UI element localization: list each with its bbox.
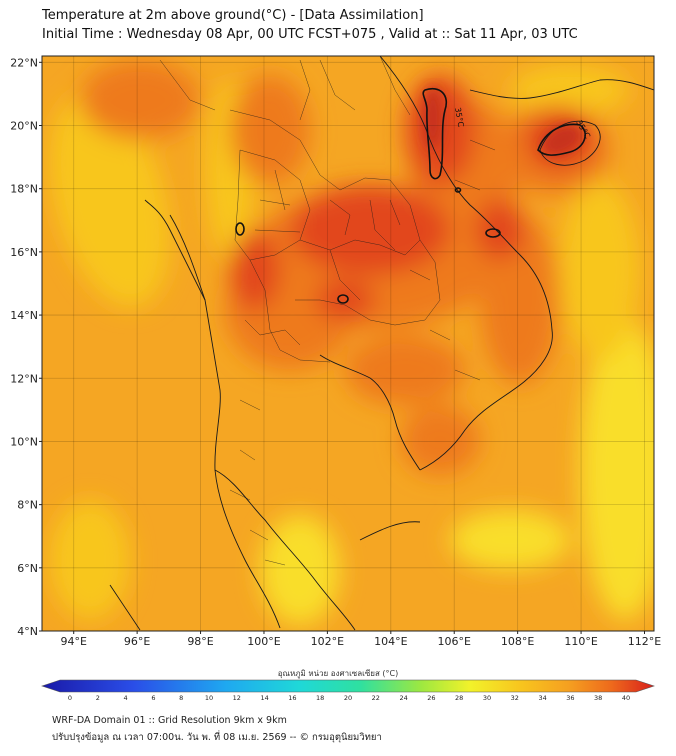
colorbar-tick-label: 12 xyxy=(233,694,241,702)
colorbar-tick-label: 34 xyxy=(538,694,546,702)
colorbar: 0 2 4 6 8 10 12 14 16 18 20 22 24 26 28 30 32 34 36 38 40 xyxy=(41,679,655,702)
lat-label: 20°N xyxy=(10,120,38,133)
colorbar-tick-label: 14 xyxy=(260,694,268,702)
colorbar-tick-label: 20 xyxy=(344,694,352,702)
footer-update-info: ปรับปรุงข้อมูล ณ เวลา 07:00น. วัน พ. ที่… xyxy=(52,732,382,743)
map-title: Temperature at 2m above ground(°C) - [Da… xyxy=(42,8,424,23)
colorbar-tick-label: 40 xyxy=(622,694,630,702)
lon-label: 94°E xyxy=(60,635,86,648)
colorbar-tick-label: 36 xyxy=(566,694,574,702)
map-frame xyxy=(41,55,655,632)
province-borders xyxy=(159,56,496,566)
colorbar-tick-label: 38 xyxy=(594,694,602,702)
country-borders xyxy=(109,56,654,631)
colorbar-tick-label: 0 xyxy=(68,694,72,702)
lon-label: 112°E xyxy=(628,635,661,648)
lat-axis: 22°N 20°N 18°N 16°N 14°N 12°N 10°N 8°N 6°N 4°N xyxy=(10,56,42,638)
lat-label: 10°N xyxy=(10,435,38,448)
contour-35c xyxy=(235,88,586,304)
contour-label: 35°C xyxy=(453,107,465,128)
lon-label: 104°E xyxy=(374,635,407,648)
colorbar-tick-label: 28 xyxy=(455,694,463,702)
lat-label: 18°N xyxy=(10,183,38,196)
lon-label: 102°E xyxy=(311,635,344,648)
lat-label: 8°N xyxy=(17,499,38,512)
colorbar-tick-label: 8 xyxy=(179,694,183,702)
footer-model-info: WRF-DA Domain 01 :: Grid Resolution 9km … xyxy=(52,715,287,726)
lat-label: 4°N xyxy=(17,625,38,638)
colorbar-tick-label: 10 xyxy=(205,694,213,702)
lat-label: 14°N xyxy=(10,309,38,322)
map-subtitle: Initial Time : Wednesday 08 Apr, 00 UTC … xyxy=(42,27,578,42)
lon-label: 106°E xyxy=(438,635,471,648)
lat-label: 12°N xyxy=(10,372,38,385)
lat-label: 16°N xyxy=(10,246,38,259)
colorbar-tick-label: 16 xyxy=(288,694,296,702)
lon-label: 96°E xyxy=(124,635,150,648)
colorbar-tick-label: 30 xyxy=(483,694,491,702)
colorbar-tick-label: 26 xyxy=(427,694,435,702)
lon-label: 100°E xyxy=(247,635,280,648)
graticule xyxy=(42,56,654,631)
lon-label: 108°E xyxy=(501,635,534,648)
lat-label: 6°N xyxy=(17,562,38,575)
colorbar-tick-label: 32 xyxy=(511,694,519,702)
colorbar-tick-label: 24 xyxy=(399,694,407,702)
colorbar-tick-label: 4 xyxy=(124,694,128,702)
lon-label: 98°E xyxy=(187,635,213,648)
colorbar-tick-label: 18 xyxy=(316,694,324,702)
lat-label: 22°N xyxy=(10,56,38,69)
temperature-field: 35°C 35°C xyxy=(42,56,654,631)
lon-axis: 94°E 96°E 98°E 100°E 102°E 104°E 106°E 108°E 110… xyxy=(60,631,661,648)
colorbar-tick-label: 22 xyxy=(372,694,380,702)
colorbar-tick-label: 6 xyxy=(151,694,155,702)
lon-label: 110°E xyxy=(564,635,597,648)
colorbar-title: อุณหภูมิ หน่วย องศาเซลเซียส (°C) xyxy=(277,669,399,678)
colorbar-tick-label: 2 xyxy=(96,694,100,702)
